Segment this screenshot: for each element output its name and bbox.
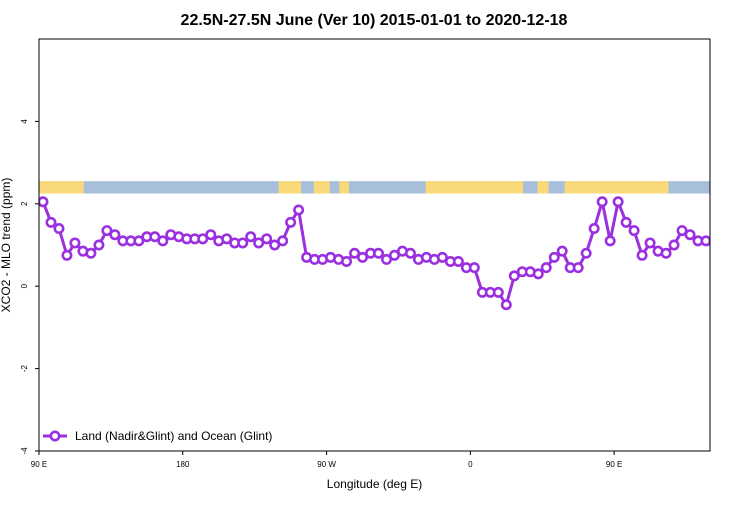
land-segment-5	[537, 181, 548, 193]
data-point	[710, 237, 718, 245]
data-point	[686, 231, 694, 239]
legend-marker-swatch	[51, 432, 59, 440]
x-axis-label: Longitude (deg E)	[327, 477, 422, 491]
data-point	[494, 288, 502, 296]
data-point	[39, 198, 47, 206]
data-point	[246, 233, 254, 241]
data-point	[95, 241, 103, 249]
y-tick-label: 2	[20, 201, 29, 206]
data-point	[726, 233, 734, 241]
data-point	[646, 239, 654, 247]
data-point	[558, 247, 566, 255]
land-segment-0	[39, 181, 84, 193]
data-point	[111, 231, 119, 239]
data-point	[454, 257, 462, 265]
y-axis-label: XCO2 - MLO trend (ppm)	[0, 178, 13, 313]
series-layer	[39, 198, 750, 309]
land-segment-2	[314, 181, 330, 193]
data-point	[734, 237, 742, 245]
data-point	[294, 206, 302, 214]
y-tick-label: 4	[20, 119, 29, 124]
data-point	[718, 233, 726, 241]
data-point	[622, 218, 630, 226]
y-tick-label: 0	[20, 283, 29, 288]
data-point	[534, 270, 542, 278]
x-tick-label: 180	[176, 460, 190, 469]
data-point	[406, 249, 414, 257]
y-tick-label: -4	[20, 447, 29, 455]
land-ocean-band	[39, 181, 710, 193]
data-point	[638, 251, 646, 259]
legend-label: Land (Nadir&Glint) and Ocean (Glint)	[75, 429, 272, 443]
data-point	[582, 249, 590, 257]
data-point	[159, 237, 167, 245]
data-point	[670, 241, 678, 249]
data-point	[374, 249, 382, 257]
y-tick-label: -2	[20, 364, 29, 372]
x-tick-label: 0	[468, 460, 473, 469]
data-point	[590, 224, 598, 232]
data-point	[630, 226, 638, 234]
data-point	[550, 253, 558, 261]
data-point	[662, 249, 670, 257]
data-point	[542, 263, 550, 271]
data-point	[470, 263, 478, 271]
land-segment-1	[279, 181, 301, 193]
data-point	[71, 239, 79, 247]
data-point	[342, 257, 350, 265]
x-tick-label: 90 W	[317, 460, 336, 469]
data-point	[502, 301, 510, 309]
data-point	[742, 231, 750, 239]
chart-title: 22.5N-27.5N June (Ver 10) 2015-01-01 to …	[181, 12, 568, 29]
x-tick-label: 90 E	[31, 460, 47, 469]
data-point	[87, 249, 95, 257]
data-point	[286, 218, 294, 226]
land-segment-6	[565, 181, 669, 193]
land-segment-3	[339, 181, 349, 193]
data-point	[47, 218, 55, 226]
data-point	[207, 231, 215, 239]
data-point	[574, 263, 582, 271]
land-segment-4	[426, 181, 523, 193]
data-point	[262, 235, 270, 243]
x-tick-label: 90 E	[606, 460, 622, 469]
data-point	[614, 198, 622, 206]
data-point	[63, 251, 71, 259]
data-point	[606, 237, 614, 245]
data-point	[598, 198, 606, 206]
legend: Land (Nadir&Glint) and Ocean (Glint)	[43, 429, 272, 443]
data-point	[278, 237, 286, 245]
data-point	[55, 224, 63, 232]
data-point	[238, 239, 246, 247]
